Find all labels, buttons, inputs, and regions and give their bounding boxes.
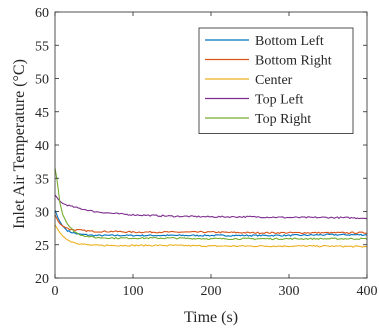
y-tick-label: 40: [35, 139, 49, 154]
series-line-bottom-left: [54, 209, 368, 237]
x-tick-label: 0: [52, 284, 59, 299]
legend-label-bottom-right: Bottom Right: [255, 54, 332, 69]
axes: 0 100 200 300 400 20 25 30 35 40 45 50 55 60: [35, 6, 378, 299]
y-tick-label: 35: [35, 172, 49, 187]
legend-label-top-right: Top Right: [255, 112, 311, 127]
y-tick-label: 45: [35, 106, 49, 121]
legend-label-bottom-left: Bottom Left: [255, 34, 324, 49]
series-line-top-left: [54, 194, 368, 220]
legend-box: [198, 27, 354, 134]
series-line-top-right: [54, 168, 368, 241]
x-tick-label: 300: [279, 284, 300, 299]
legend-label-center: Center: [255, 73, 293, 88]
y-tick-label: 55: [35, 39, 49, 54]
y-tick-label: 25: [35, 239, 49, 254]
x-tick-label: 200: [201, 284, 222, 299]
legend: Bottom Left Bottom Right Center Top Left Top…: [198, 27, 354, 134]
x-axis-label: Time (s): [184, 309, 238, 326]
legend-label-top-left: Top Left: [255, 93, 304, 108]
series-line-bottom-right: [54, 214, 368, 235]
y-tick-label: 30: [35, 206, 49, 221]
series-line-center: [54, 224, 368, 248]
y-tick-label: 60: [35, 6, 49, 21]
y-tick-label: 50: [35, 73, 49, 88]
y-axis-label: Inlet Air Temperature (°C): [11, 59, 28, 229]
x-tick-label: 400: [357, 284, 378, 299]
y-tick-label: 20: [35, 272, 49, 287]
plot-area: [54, 168, 368, 248]
x-tick-label: 100: [123, 284, 144, 299]
